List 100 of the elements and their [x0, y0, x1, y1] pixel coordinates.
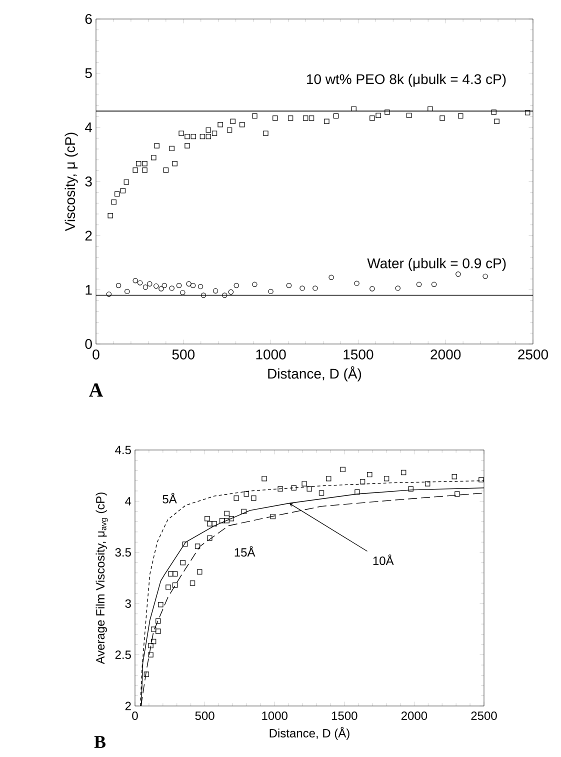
point: [458, 113, 464, 119]
point: [212, 288, 218, 294]
x-tick-label: 1500: [344, 350, 374, 360]
point: [116, 282, 122, 288]
y-tick-label: 0: [85, 339, 92, 349]
point: [137, 280, 143, 286]
point: [111, 199, 116, 205]
point: [340, 466, 346, 472]
ref-line-label: 10 wt% PEO 8k (μbulk = 4.3 cP): [306, 74, 506, 87]
point: [108, 213, 113, 218]
point: [151, 155, 156, 160]
point: [220, 518, 225, 524]
point: [180, 290, 186, 296]
point: [333, 113, 339, 119]
point: [207, 535, 212, 541]
point: [142, 161, 148, 166]
point: [326, 476, 332, 482]
point: [400, 470, 406, 476]
point: [370, 286, 375, 292]
point: [354, 489, 360, 495]
point: [207, 521, 212, 526]
point: [156, 618, 161, 624]
point: [251, 496, 256, 501]
point: [306, 486, 312, 492]
y-tick-label: 1: [86, 285, 92, 295]
y-tick-label: 4: [84, 122, 92, 132]
y-tick-label: 5: [85, 68, 92, 78]
text: B: [94, 736, 106, 748]
y-tick-label: 2: [85, 230, 92, 241]
point: [120, 188, 126, 194]
point: [148, 642, 154, 648]
annotation: 5Å: [162, 492, 177, 504]
y-tick-label: 2.5: [115, 650, 131, 660]
point: [291, 485, 296, 490]
point: [154, 143, 160, 148]
point: [312, 286, 318, 291]
x-tick-label: 500: [195, 712, 214, 720]
point: [212, 521, 217, 526]
point: [240, 122, 245, 128]
x-tick-label: 1000: [262, 712, 288, 720]
point: [166, 584, 171, 590]
x-tick-label: 2500: [518, 350, 548, 360]
point: [270, 514, 276, 520]
x-axis-title: Distance, D (Å): [270, 726, 350, 740]
point: [226, 127, 232, 133]
point: [230, 118, 236, 124]
point: [190, 580, 196, 586]
point: [212, 130, 218, 136]
point: [144, 672, 150, 677]
point: [395, 286, 400, 291]
point: [200, 292, 206, 298]
point: [190, 282, 196, 288]
point: [384, 476, 390, 482]
point: [416, 282, 422, 288]
point: [252, 282, 258, 288]
point: [132, 278, 138, 284]
point: [114, 191, 120, 197]
point: [370, 116, 375, 121]
point: [136, 161, 142, 166]
point: [482, 274, 488, 279]
point: [168, 571, 174, 576]
point: [252, 113, 258, 119]
ref-line-label: Water (μbulk = 0.9 cP): [367, 258, 506, 272]
point: [228, 516, 234, 522]
point: [178, 130, 184, 136]
point: [406, 112, 412, 118]
y-tick-label: 4: [125, 497, 132, 506]
point: [318, 490, 324, 496]
x-tick-label: 1000: [256, 350, 286, 360]
point: [300, 286, 305, 291]
point: [234, 282, 239, 288]
point: [278, 486, 283, 492]
point: [425, 481, 430, 486]
point: [184, 134, 190, 140]
point: [206, 127, 211, 133]
point: [158, 602, 164, 608]
point: [384, 110, 390, 115]
x-tick-label: 500: [172, 350, 195, 360]
point: [328, 274, 334, 280]
point: [172, 582, 178, 588]
point: [244, 491, 249, 497]
x-axis-title: Distance, D (Å): [268, 366, 362, 382]
point: [431, 282, 437, 288]
point: [197, 569, 202, 574]
point: [186, 281, 192, 286]
x-tick-label: 2500: [471, 712, 497, 720]
point: [491, 110, 496, 115]
y-tick-label: 6: [85, 14, 92, 24]
point: [354, 280, 360, 286]
annotation: 15Å: [234, 546, 256, 557]
point: [302, 481, 307, 486]
y-axis-title: Average Film Viscosity, μ$_{avg}$ (cP): [96, 492, 108, 664]
point: [172, 161, 178, 166]
point: [194, 544, 200, 549]
y-tick-label: 3: [85, 176, 92, 186]
point: [172, 571, 178, 576]
point: [169, 286, 174, 291]
point: [200, 134, 206, 140]
point: [367, 472, 372, 478]
point: [376, 112, 381, 118]
